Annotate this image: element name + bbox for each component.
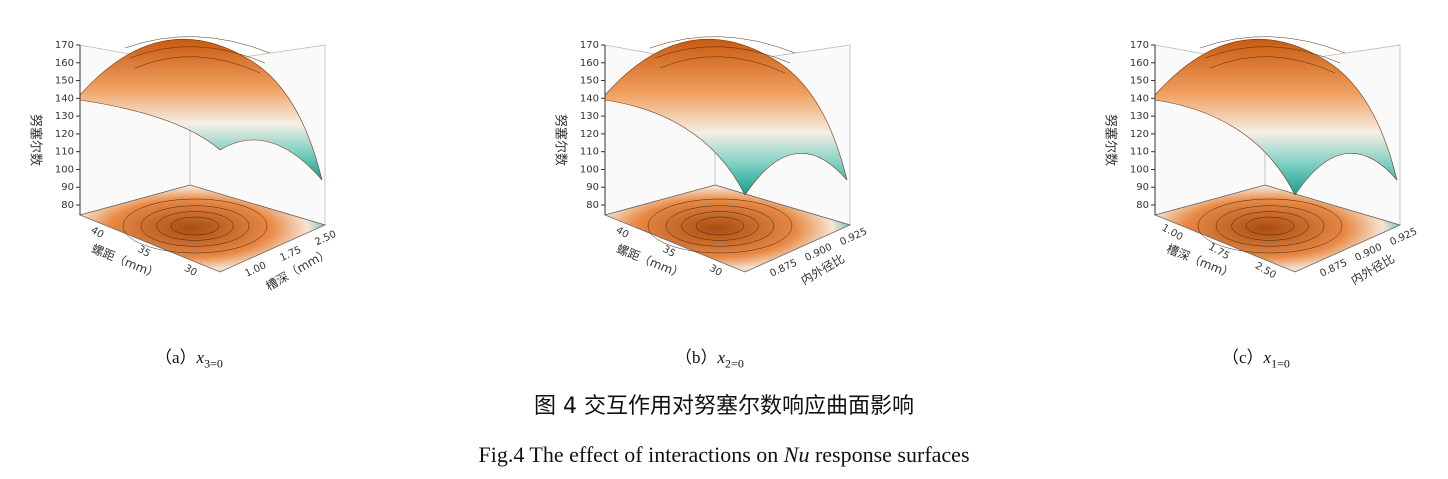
caption: （b）x2=0 — [675, 348, 744, 371]
right-tick-label: 2.50 — [313, 229, 338, 248]
z-tick-label: 120 — [1130, 129, 1149, 140]
z-axis-label: 努塞尔数 — [28, 114, 44, 166]
right-tick-label: 0.925 — [1388, 226, 1419, 248]
left-axis-label: 螺距（mm） — [89, 242, 160, 282]
surface-contour — [1204, 46, 1341, 64]
surface-contour — [649, 36, 796, 54]
plots: 170 160 150 140 130 120 110 100 90 80 努塞尔数 40 35 30 螺距… — [28, 36, 1419, 293]
contour — [170, 216, 220, 236]
z-tick-label: 140 — [580, 93, 599, 104]
z-tick-label: 150 — [55, 76, 74, 87]
contour — [1245, 216, 1295, 236]
contour — [695, 216, 745, 236]
contour — [1197, 198, 1343, 254]
contour — [647, 198, 793, 254]
z-tick-label: 100 — [1130, 164, 1149, 175]
left-tick-label: 40 — [614, 225, 631, 241]
z-tick-label: 150 — [580, 76, 599, 87]
z-axis-label: 努塞尔数 — [553, 114, 569, 166]
z-tick-label: 110 — [1130, 147, 1149, 158]
z-tick-label: 110 — [55, 147, 74, 158]
contour — [681, 211, 759, 241]
right-tick-label: 0.925 — [838, 226, 869, 248]
z-tick-label: 150 — [1130, 76, 1149, 87]
surface-contour — [124, 36, 271, 54]
z-tick-label: 90 — [61, 182, 74, 193]
z-tick-label: 110 — [580, 147, 599, 158]
contour — [156, 211, 234, 241]
z-tick-label: 160 — [580, 58, 599, 69]
z-tick-label: 80 — [586, 200, 599, 211]
surface-contour — [134, 56, 261, 74]
z-tick-label: 120 — [580, 129, 599, 140]
z-tick-label: 130 — [55, 111, 74, 122]
z-tick-label: 160 — [55, 58, 74, 69]
z-tick-label: 170 — [1130, 40, 1149, 51]
surface-contour — [654, 46, 791, 64]
z-tick-label: 140 — [1130, 93, 1149, 104]
z-tick-label: 90 — [586, 182, 599, 193]
z-tick-label: 170 — [580, 40, 599, 51]
contour — [1215, 205, 1325, 247]
figure-title: 图 4 交互作用对努塞尔数响应曲面影响 — [534, 394, 914, 419]
floor — [78, 184, 327, 273]
left-tick-label: 35 — [135, 244, 152, 260]
z-tick-label: 160 — [1130, 58, 1149, 69]
floor — [603, 184, 852, 273]
left-tick-label: 30 — [707, 263, 724, 279]
z-tick-label: 130 — [1130, 111, 1149, 122]
right-tick-label: 0.875 — [1318, 258, 1349, 280]
surface-contour — [1199, 36, 1346, 54]
surface-contour — [659, 56, 786, 74]
right-tick-label: 1.00 — [243, 260, 268, 279]
surface-contour — [129, 46, 266, 64]
left-tick-label: 30 — [182, 263, 199, 279]
figure-title-en: Fig.4 The effect of interactions on Nu r… — [478, 442, 970, 467]
caption: （a）x3=0 — [155, 348, 223, 371]
floor — [1153, 184, 1402, 273]
left-axis-label: 螺距（mm） — [614, 242, 685, 282]
z-axis-label: 努塞尔数 — [1103, 114, 1119, 166]
left-tick-label: 40 — [89, 225, 106, 241]
z-tick-label: 140 — [55, 93, 74, 104]
z-tick-label: 120 — [55, 129, 74, 140]
z-tick-label: 100 — [55, 164, 74, 175]
right-tick-label: 0.875 — [768, 258, 799, 280]
surface — [79, 38, 323, 181]
left-tick-label: 35 — [660, 244, 677, 260]
z-tick-label: 90 — [1136, 182, 1149, 193]
contour — [140, 205, 250, 247]
z-tick-label: 130 — [580, 111, 599, 122]
z-tick-label: 80 — [61, 200, 74, 211]
contour — [1231, 211, 1309, 241]
surface-contour — [1209, 56, 1336, 74]
contour — [122, 198, 268, 254]
z-tick-label: 170 — [55, 40, 74, 51]
caption: （c）x1=0 — [1222, 348, 1290, 371]
z-tick-label: 100 — [580, 164, 599, 175]
contour — [665, 205, 775, 247]
z-tick-label: 80 — [1136, 200, 1149, 211]
surface — [604, 38, 848, 196]
surface — [1154, 38, 1398, 196]
